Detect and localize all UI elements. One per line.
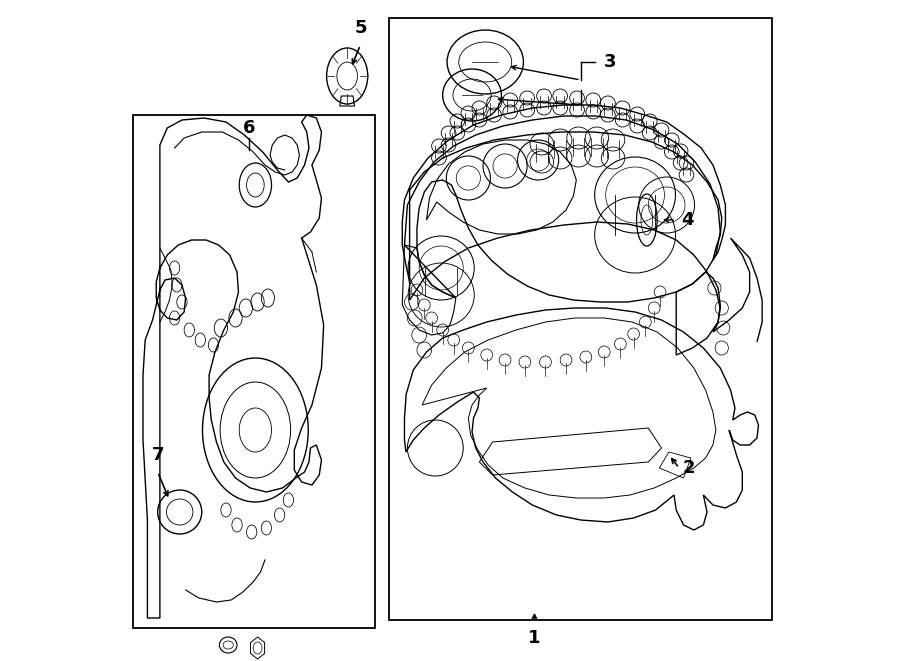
Text: 1: 1 bbox=[528, 629, 541, 647]
Text: 5: 5 bbox=[354, 19, 366, 37]
Text: 3: 3 bbox=[604, 53, 617, 71]
Text: 2: 2 bbox=[682, 459, 695, 477]
Text: 4: 4 bbox=[681, 211, 694, 229]
Text: 6: 6 bbox=[242, 119, 255, 137]
Text: 7: 7 bbox=[151, 446, 164, 464]
